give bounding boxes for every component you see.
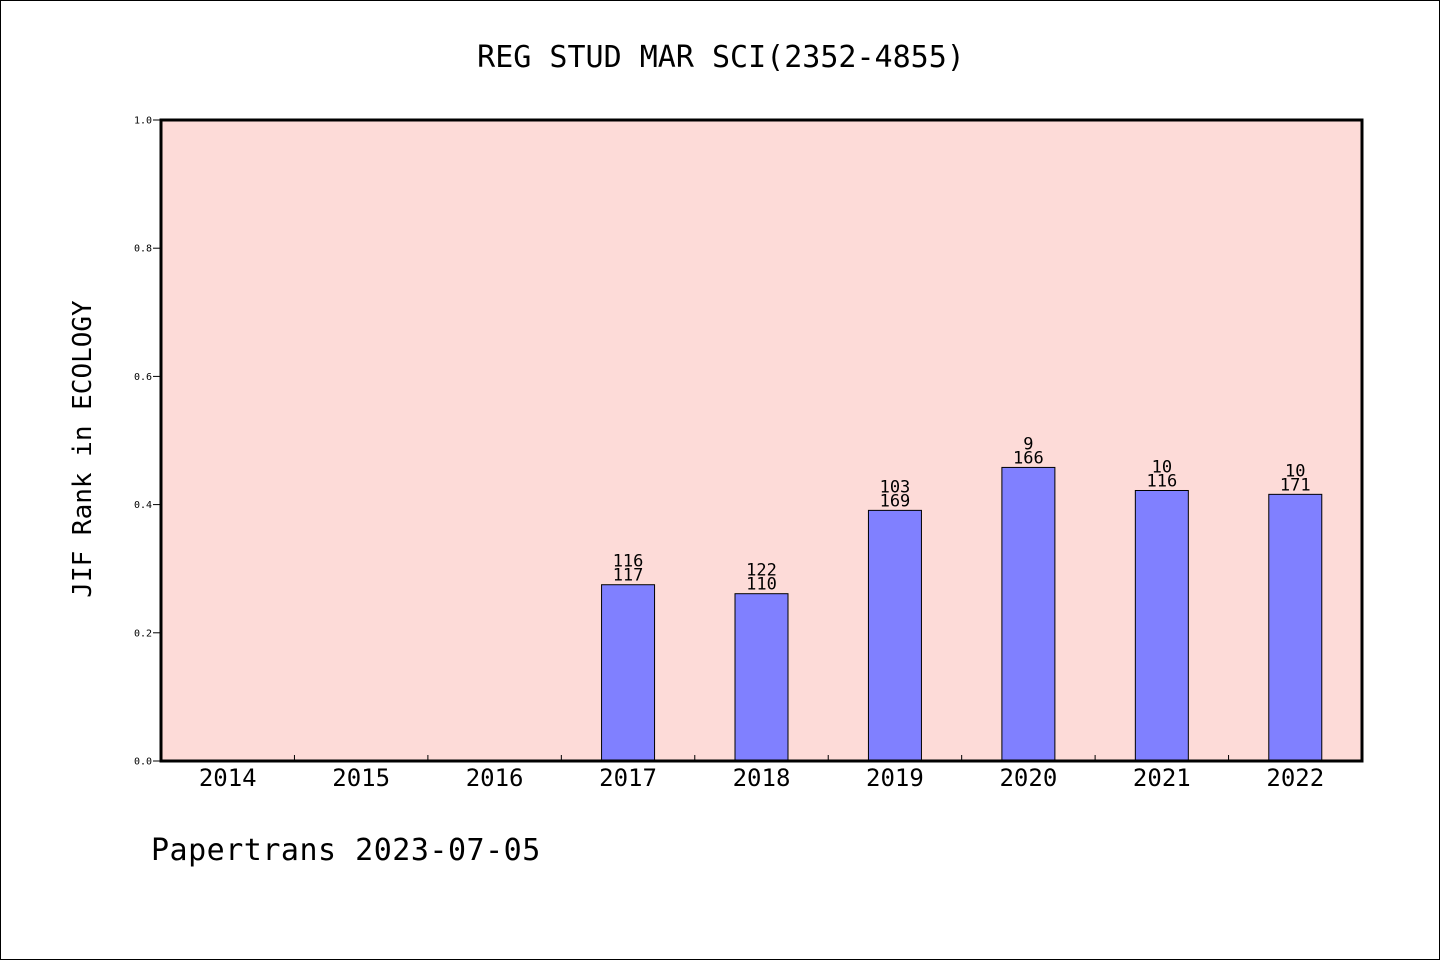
bar [601,584,656,762]
bar-label-bottom: 110 [746,575,777,595]
bar-label-bottom: 116 [1146,471,1177,491]
bar-label-bottom: 117 [613,566,644,586]
x-tick-label: 2015 [332,764,390,792]
x-tick-label: 2021 [1133,764,1191,792]
y-tick-label: 0.8 [134,244,152,255]
bar-label-top: 103 [880,477,911,497]
bar-label-top: 10 [1152,457,1172,477]
y-tick-label: 1.0 [134,116,152,127]
y-tick-label: 0.4 [134,500,152,511]
y-tick-label: 0.2 [134,628,152,639]
bar-label-top: 122 [746,561,777,581]
bar [1134,489,1189,762]
y-tick-label: 0.6 [134,372,152,383]
bar-label-bottom: 171 [1280,475,1311,495]
x-tick-label: 2020 [999,764,1057,792]
plot-frame [159,118,1364,763]
bar [734,593,789,762]
x-tick-label: 2018 [733,764,791,792]
chart-title: REG STUD MAR SCI(2352-4855) [477,40,965,75]
bar [867,509,922,762]
footer-credit: Papertrans 2023-07-05 [151,833,541,868]
x-tick-label: 2017 [599,764,657,792]
x-tick-label: 2022 [1266,764,1324,792]
y-axis-label: JIF Rank in ECOLOGY [68,300,98,598]
x-tick-label: 2014 [199,764,257,792]
bar-label-top: 9 [1023,434,1033,454]
x-tick-label: 2019 [866,764,924,792]
bar-label-top: 10 [1285,461,1305,481]
bar [1268,493,1323,762]
bar-label-top: 116 [613,552,644,572]
bar [1001,466,1056,762]
bar-label-bottom: 169 [880,491,911,511]
x-tick-label: 2016 [466,764,524,792]
y-tick-label: 0.0 [134,757,152,768]
bar-label-bottom: 166 [1013,448,1044,468]
